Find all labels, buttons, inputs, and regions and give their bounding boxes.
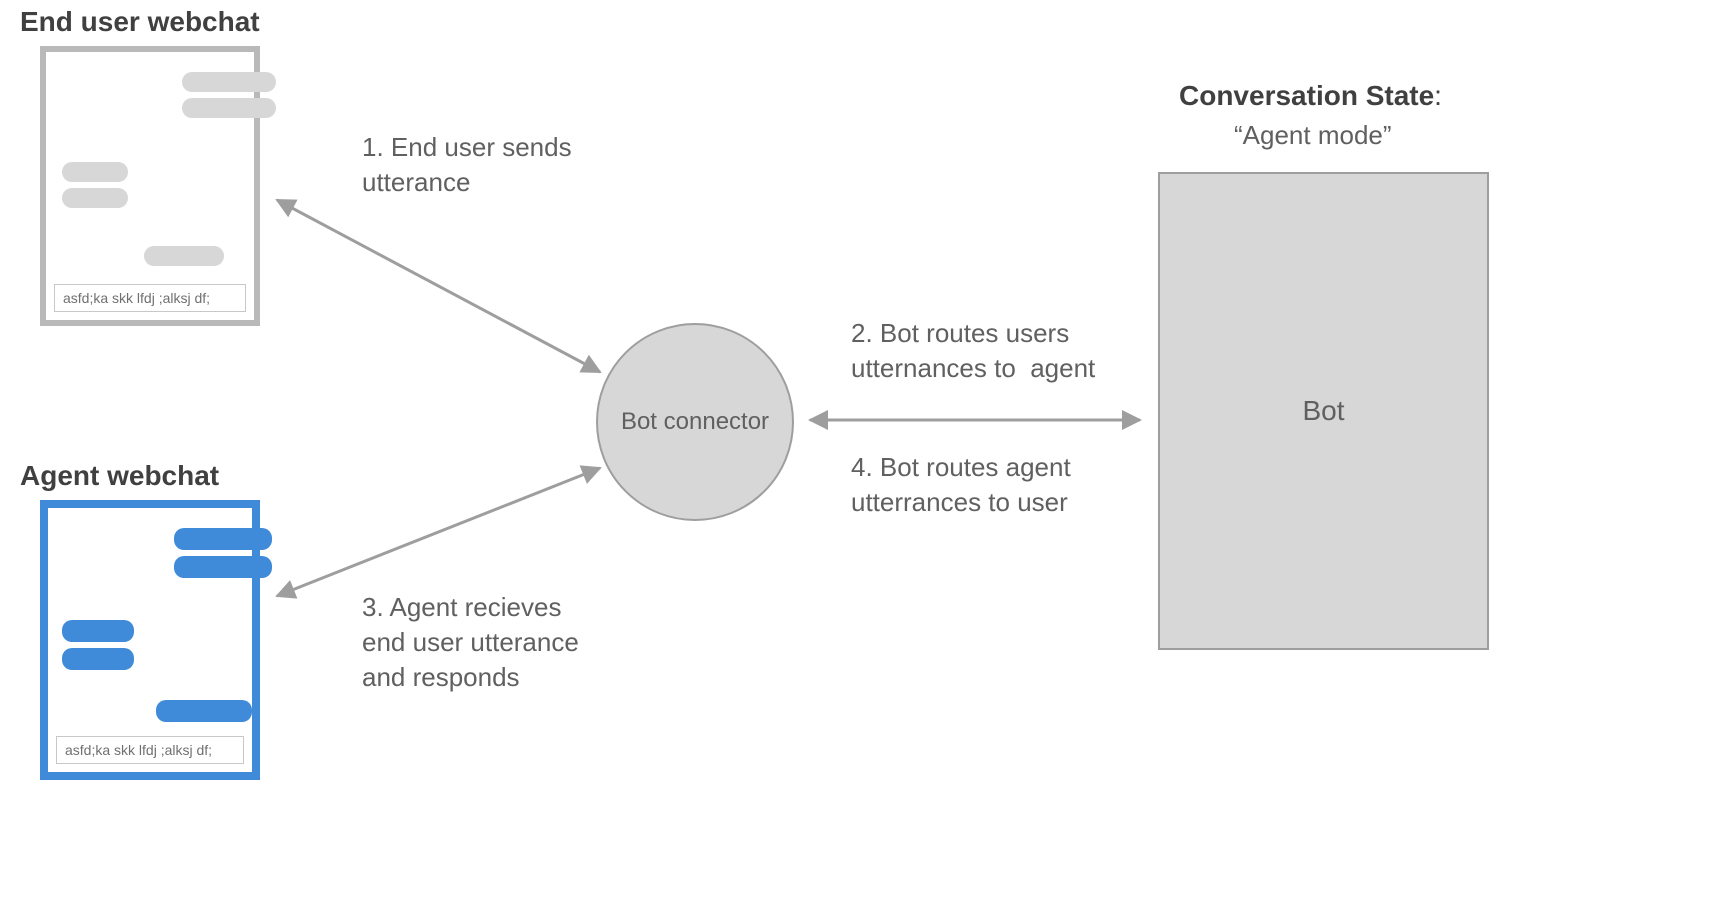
step-1-label: 1. End user sendsutterance — [362, 130, 572, 200]
agent-webchat-title: Agent webchat — [20, 460, 219, 492]
bot-label: Bot — [1302, 395, 1344, 427]
arrow-agent-to-connector — [277, 468, 600, 596]
chat-bubble — [174, 556, 272, 578]
chat-bubble — [144, 246, 224, 266]
agent-chat-input-text: asfd;ka skk lfdj ;alksj df; — [65, 742, 212, 758]
arrow-user-to-connector — [277, 200, 600, 372]
chat-bubble — [62, 648, 134, 670]
step-4-label: 4. Bot routes agentutterrances to user — [851, 450, 1071, 520]
chat-bubble — [62, 162, 128, 182]
chat-bubble — [182, 72, 276, 92]
bot-connector-label: Bot connector — [621, 408, 769, 436]
end-user-chat-input: asfd;ka skk lfdj ;alksj df; — [54, 284, 246, 312]
conversation-state-title: Conversation State: — [1179, 80, 1442, 112]
end-user-chat-input-text: asfd;ka skk lfdj ;alksj df; — [63, 290, 210, 306]
bot-node: Bot — [1158, 172, 1489, 650]
agent-chat-input: asfd;ka skk lfdj ;alksj df; — [56, 736, 244, 764]
step-2-label: 2. Bot routes usersutternances to agent — [851, 316, 1095, 386]
conversation-state-subtitle: “Agent mode” — [1234, 120, 1392, 151]
step-3-label: 3. Agent recievesend user utteranceand r… — [362, 590, 579, 695]
chat-bubble — [62, 188, 128, 208]
bot-connector-node: Bot connector — [596, 323, 794, 521]
chat-bubble — [174, 528, 272, 550]
end-user-chat-window: asfd;ka skk lfdj ;alksj df; — [40, 46, 260, 326]
end-user-webchat-title: End user webchat — [20, 6, 260, 38]
agent-chat-window: asfd;ka skk lfdj ;alksj df; — [40, 500, 260, 780]
chat-bubble — [182, 98, 276, 118]
chat-bubble — [62, 620, 134, 642]
chat-bubble — [156, 700, 252, 722]
